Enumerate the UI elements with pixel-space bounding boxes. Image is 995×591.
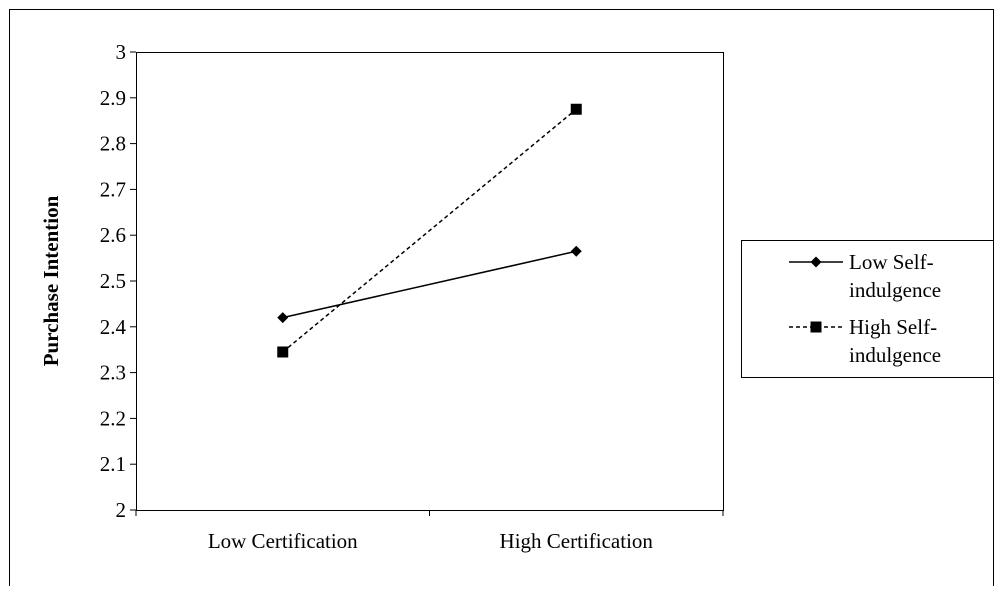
x-tick-label: Low Certification <box>208 529 358 553</box>
y-tick-label: 2.7 <box>100 177 126 201</box>
y-tick-label: 2.3 <box>100 361 126 385</box>
y-tick-label: 2.2 <box>100 406 126 430</box>
series-1-point <box>277 312 289 324</box>
y-tick-label: 3 <box>116 40 127 64</box>
series-2-point <box>570 103 582 115</box>
legend-swatch-marker <box>810 321 822 333</box>
y-axis: 2 2.1 2.2 2.3 2.4 2.5 2.6 2.7 2.8 2.9 3 <box>100 40 136 522</box>
y-tick-label: 2.1 <box>100 452 126 476</box>
legend-swatch-marker <box>810 256 822 268</box>
y-tick-label: 2.5 <box>100 269 126 293</box>
series-2-point <box>277 346 289 358</box>
legend-label: Low Self- <box>849 250 934 274</box>
y-tick-label: 2.8 <box>100 132 126 156</box>
y-tick-label: 2.9 <box>100 86 126 110</box>
legend-label: High Self- <box>849 315 937 339</box>
legend-box <box>741 240 994 378</box>
series-layer <box>277 103 582 358</box>
legend-label: indulgence <box>849 278 941 302</box>
series-line-2 <box>282 108 577 353</box>
series-line-1 <box>282 250 577 319</box>
x-axis: Low Certification High Certification <box>135 510 724 553</box>
y-tick-label: 2.6 <box>100 223 126 247</box>
series-1-point <box>570 245 582 257</box>
y-tick-label: 2 <box>116 498 127 522</box>
y-tick-label: 2.4 <box>100 315 127 339</box>
legend-label: indulgence <box>849 343 941 367</box>
y-axis-label: Purchase Intention <box>39 195 63 366</box>
x-tick-label: High Certification <box>500 529 654 553</box>
legend: Low Self-indulgence High Self-indulgence <box>741 240 994 378</box>
legend-items: Low Self-indulgence High Self-indulgence <box>789 250 941 367</box>
